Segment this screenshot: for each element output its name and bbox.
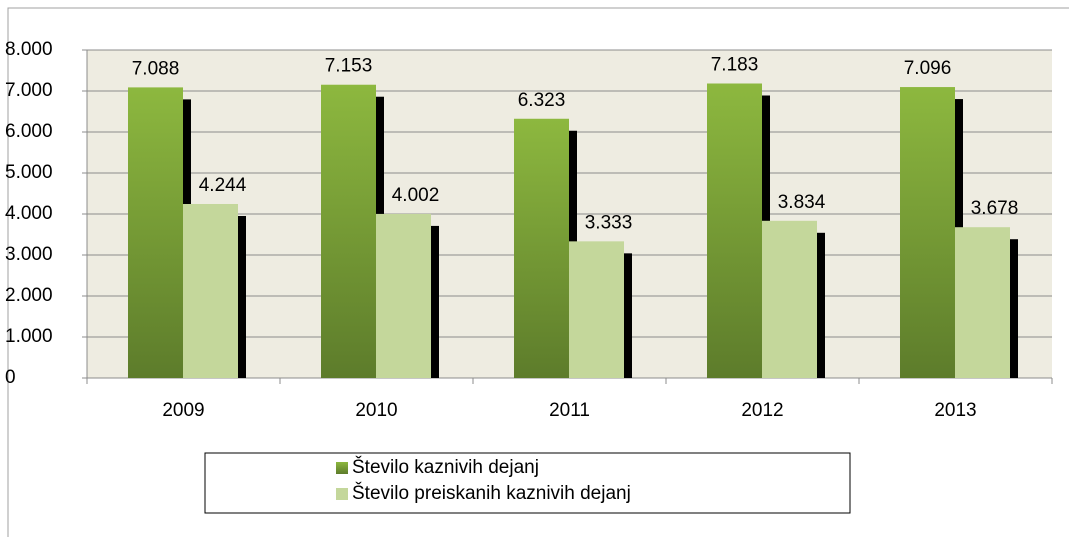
bar-shadow — [431, 225, 439, 378]
legend-label: Število kaznivih dejanj — [352, 456, 539, 478]
bar — [183, 203, 238, 378]
y-tick-label: 4.000 — [5, 203, 53, 224]
bar — [762, 220, 817, 378]
bar — [569, 241, 624, 378]
value-label: 7.183 — [711, 55, 759, 76]
y-tick-label: 0 — [5, 367, 16, 388]
x-tick-label: 2009 — [162, 400, 204, 421]
legend — [204, 452, 851, 514]
bar — [376, 213, 431, 378]
legend-swatch — [336, 488, 348, 500]
y-tick-label: 7.000 — [5, 80, 53, 101]
x-tick-label: 2011 — [549, 400, 590, 421]
x-tick-label: 2012 — [741, 400, 783, 421]
x-tick-label: 2010 — [355, 400, 397, 421]
value-label: 7.096 — [904, 58, 952, 79]
y-tick-label: 8.000 — [5, 39, 53, 60]
bar — [321, 84, 376, 379]
bar-shadow — [238, 215, 246, 378]
bar — [707, 83, 762, 378]
bar — [128, 87, 183, 378]
y-tick-label: 6.000 — [5, 121, 53, 142]
value-label: 7.153 — [325, 56, 373, 77]
bar-shadow — [624, 253, 632, 378]
bar — [955, 227, 1010, 378]
y-tick-label: 3.000 — [5, 244, 53, 265]
value-label: 3.678 — [971, 198, 1019, 219]
legend-label: Število preiskanih kaznivih dejanj — [352, 482, 631, 504]
value-label: 3.834 — [778, 192, 826, 213]
chart-frame — [7, 7, 1069, 537]
y-tick-label: 2.000 — [5, 285, 53, 306]
y-tick-label: 1.000 — [5, 326, 53, 347]
value-label: 6.323 — [518, 90, 566, 111]
value-label: 4.244 — [199, 175, 247, 196]
bar — [900, 87, 955, 379]
bar-shadow — [1010, 239, 1018, 378]
value-label: 3.333 — [585, 212, 633, 233]
y-tick-label: 5.000 — [5, 162, 53, 183]
x-tick-label: 2013 — [934, 400, 976, 421]
value-label: 7.088 — [132, 58, 180, 79]
bar — [514, 118, 569, 378]
bar-shadow — [817, 232, 825, 378]
value-label: 4.002 — [392, 185, 440, 206]
legend-swatch — [336, 462, 348, 474]
